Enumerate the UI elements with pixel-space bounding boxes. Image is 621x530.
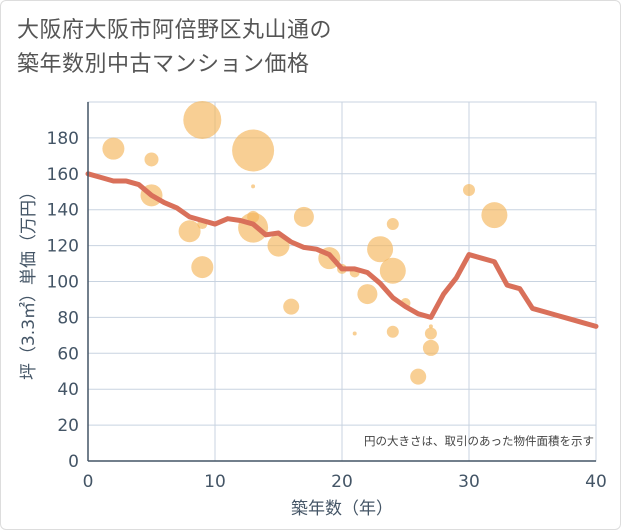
y-tick-label: 160: [47, 165, 79, 185]
chart-title: 大阪府大阪市阿倍野区丸山通の 築年数別中古マンション価格: [17, 14, 577, 82]
data-bubble: [144, 152, 159, 167]
data-bubble: [251, 184, 256, 189]
data-bubble: [428, 324, 433, 329]
data-bubble: [283, 298, 300, 315]
data-bubble: [424, 327, 437, 340]
data-bubble: [386, 325, 399, 338]
trend-line: [85, 171, 599, 329]
data-bubble: [191, 256, 214, 279]
data-bubble: [183, 100, 222, 139]
data-bubble: [422, 339, 439, 356]
y-tick-label: 0: [68, 452, 79, 472]
x-axis-label: 築年数（年）: [291, 499, 393, 519]
data-bubble: [410, 368, 427, 385]
data-bubble: [357, 284, 378, 305]
data-bubble: [386, 218, 399, 231]
title-line-2: 築年数別中古マンション価格: [17, 52, 310, 77]
x-tick-label: 10: [204, 472, 226, 492]
x-tick-label: 40: [585, 472, 607, 492]
x-tick-label: 20: [331, 472, 353, 492]
data-bubble: [481, 202, 508, 229]
y-tick-label: 120: [47, 237, 79, 257]
y-tick-label: 140: [47, 201, 79, 221]
y-tick-label: 180: [47, 129, 79, 149]
y-axis-label: 坪（3.3㎡）単価（万円）: [19, 183, 39, 380]
x-tick-label: 30: [458, 472, 480, 492]
x-tick-label: 0: [83, 472, 94, 492]
y-tick-label: 60: [57, 344, 79, 364]
data-bubble: [463, 183, 475, 196]
title-line-1: 大阪府大阪市阿倍野区丸山通の: [17, 18, 333, 43]
y-tick-label: 20: [57, 416, 79, 436]
y-tick-label: 100: [47, 273, 79, 293]
data-bubble: [379, 257, 406, 284]
data-bubble: [367, 236, 394, 263]
size-note: 円の大きさは、取引のあった物件面積を示す: [364, 434, 594, 448]
data-bubble: [178, 220, 201, 243]
y-tick-label: 40: [57, 380, 79, 400]
data-bubble: [238, 212, 269, 243]
data-bubble: [232, 129, 275, 172]
y-tick-label: 80: [57, 308, 79, 328]
data-bubble: [267, 234, 290, 257]
data-bubble: [352, 331, 357, 336]
data-bubble: [102, 137, 125, 160]
data-bubble: [293, 206, 314, 227]
